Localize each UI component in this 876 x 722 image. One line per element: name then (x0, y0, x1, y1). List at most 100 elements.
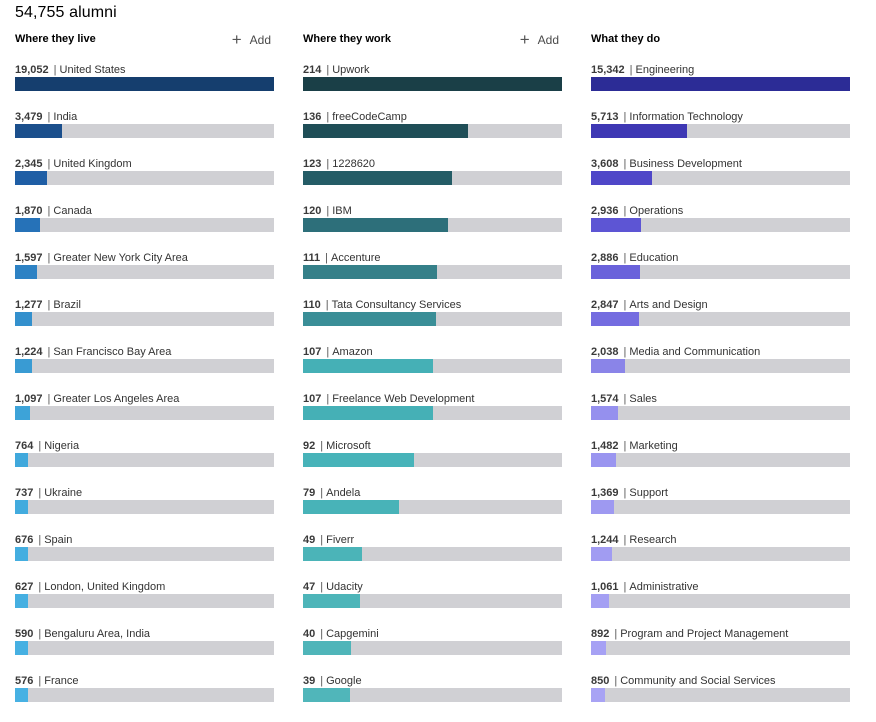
bar-fill (591, 453, 616, 467)
bar-track[interactable] (15, 641, 274, 655)
bar-track[interactable] (303, 641, 562, 655)
list-item[interactable]: 627 | London, United Kingdom (15, 581, 274, 628)
bar-track[interactable] (303, 500, 562, 514)
list-item[interactable]: 136 | freeCodeCamp (303, 111, 562, 158)
bar-track[interactable] (591, 77, 850, 91)
list-item[interactable]: 123 | 1228620 (303, 158, 562, 205)
bar-track[interactable] (591, 124, 850, 138)
bar-track[interactable] (15, 594, 274, 608)
bar-track[interactable] (591, 688, 850, 702)
bar-track[interactable] (591, 218, 850, 232)
separator: | (320, 581, 324, 593)
bar-fill (15, 171, 47, 185)
list-item[interactable]: 2,886 | Education (591, 252, 850, 299)
list-item[interactable]: 892 | Program and Project Management (591, 628, 850, 675)
list-item[interactable]: 1,061 | Administrative (591, 581, 850, 628)
item-count: 3,479 (15, 111, 43, 123)
list-item[interactable]: 1,597 | Greater New York City Area (15, 252, 274, 299)
bar-track[interactable] (303, 218, 562, 232)
item-label: Upwork (332, 64, 370, 76)
list-item[interactable]: 107 | Freelance Web Development (303, 393, 562, 440)
bar-track[interactable] (591, 453, 850, 467)
add-filter-button[interactable]: + Add (520, 31, 559, 48)
bar-track[interactable] (591, 594, 850, 608)
list-item[interactable]: 764 | Nigeria (15, 440, 274, 487)
list-item[interactable]: 110 | Tata Consultancy Services (303, 299, 562, 346)
bar-track[interactable] (591, 500, 850, 514)
list-item[interactable]: 2,038 | Media and Communication (591, 346, 850, 393)
list-item[interactable]: 5,713 | Information Technology (591, 111, 850, 158)
bar-track[interactable] (303, 359, 562, 373)
list-item[interactable]: 15,342 | Engineering (591, 64, 850, 111)
bar-fill (15, 547, 28, 561)
bar-track[interactable] (591, 547, 850, 561)
list-item[interactable]: 1,224 | San Francisco Bay Area (15, 346, 274, 393)
bar-track[interactable] (303, 312, 562, 326)
list-item[interactable]: 47 | Udacity (303, 581, 562, 628)
list-item[interactable]: 1,482 | Marketing (591, 440, 850, 487)
bar-track[interactable] (15, 547, 274, 561)
bar-track[interactable] (15, 171, 274, 185)
list-item[interactable]: 107 | Amazon (303, 346, 562, 393)
bar-track[interactable] (15, 124, 274, 138)
list-item[interactable]: 590 | Bengaluru Area, India (15, 628, 274, 675)
bar-track[interactable] (15, 500, 274, 514)
list-item[interactable]: 1,097 | Greater Los Angeles Area (15, 393, 274, 440)
list-item[interactable]: 40 | Capgemini (303, 628, 562, 675)
list-item[interactable]: 1,369 | Support (591, 487, 850, 534)
list-item[interactable]: 49 | Fiverr (303, 534, 562, 581)
list-item[interactable]: 39 | Google (303, 675, 562, 722)
bar-track[interactable] (303, 453, 562, 467)
list-item[interactable]: 3,608 | Business Development (591, 158, 850, 205)
row-text: 120 | IBM (303, 205, 352, 217)
list-item[interactable]: 576 | France (15, 675, 274, 722)
list-item[interactable]: 2,847 | Arts and Design (591, 299, 850, 346)
bar-track[interactable] (15, 312, 274, 326)
separator: | (47, 393, 51, 405)
list-item[interactable]: 1,870 | Canada (15, 205, 274, 252)
list-item[interactable]: 1,574 | Sales (591, 393, 850, 440)
bar-fill (591, 688, 605, 702)
bar-track[interactable] (15, 359, 274, 373)
list-item[interactable]: 850 | Community and Social Services (591, 675, 850, 722)
list-item[interactable]: 19,052 | United States (15, 64, 274, 111)
list-item[interactable]: 3,479 | India (15, 111, 274, 158)
bar-track[interactable] (591, 641, 850, 655)
list-item[interactable]: 737 | Ukraine (15, 487, 274, 534)
bar-track[interactable] (591, 265, 850, 279)
bar-track[interactable] (303, 77, 562, 91)
bar-track[interactable] (303, 265, 562, 279)
bar-track[interactable] (15, 453, 274, 467)
bar-track[interactable] (591, 359, 850, 373)
list-item[interactable]: 2,345 | United Kingdom (15, 158, 274, 205)
separator: | (623, 252, 627, 264)
bar-track[interactable] (15, 406, 274, 420)
add-filter-button[interactable]: + Add (232, 31, 271, 48)
bar-track[interactable] (15, 77, 274, 91)
list-item[interactable]: 1,244 | Research (591, 534, 850, 581)
list-item[interactable]: 676 | Spain (15, 534, 274, 581)
list-item[interactable]: 92 | Microsoft (303, 440, 562, 487)
list-item[interactable]: 120 | IBM (303, 205, 562, 252)
list-item[interactable]: 111 | Accenture (303, 252, 562, 299)
list-item[interactable]: 2,936 | Operations (591, 205, 850, 252)
list-item[interactable]: 79 | Andela (303, 487, 562, 534)
bar-track[interactable] (303, 124, 562, 138)
item-label: Program and Project Management (620, 628, 789, 640)
bar-track[interactable] (591, 312, 850, 326)
bar-track[interactable] (15, 265, 274, 279)
list-item[interactable]: 1,277 | Brazil (15, 299, 274, 346)
separator: | (623, 487, 627, 499)
bar-track[interactable] (303, 547, 562, 561)
bar-track[interactable] (303, 594, 562, 608)
list-item[interactable]: 214 | Upwork (303, 64, 562, 111)
bar-track[interactable] (303, 406, 562, 420)
bar-track[interactable] (591, 171, 850, 185)
bar-track[interactable] (591, 406, 850, 420)
bar-fill (15, 312, 32, 326)
bar-track[interactable] (15, 218, 274, 232)
bar-track[interactable] (15, 688, 274, 702)
bar-track[interactable] (303, 688, 562, 702)
item-count: 107 (303, 346, 322, 358)
bar-track[interactable] (303, 171, 562, 185)
